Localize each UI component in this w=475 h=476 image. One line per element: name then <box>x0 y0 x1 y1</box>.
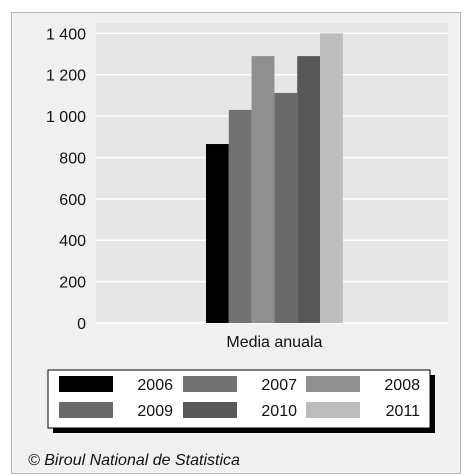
y-tick-label: 800 <box>59 150 86 167</box>
x-category-label: Media anuala <box>226 334 322 351</box>
y-tick-label: 1 400 <box>46 26 86 43</box>
y-tick-label: 0 <box>77 316 86 333</box>
legend-swatch-2010 <box>183 402 237 418</box>
legend-swatch-2011 <box>306 402 360 418</box>
y-tick-label: 1 000 <box>46 109 86 126</box>
bar-2006 <box>206 144 229 323</box>
x-axis-labels: Media anuala <box>226 334 322 351</box>
y-tick-label: 600 <box>59 192 86 209</box>
legend-label-2011: 2011 <box>386 403 421 420</box>
legend-label-2009: 2009 <box>137 403 173 420</box>
y-tick-label: 200 <box>59 275 86 292</box>
legend-swatch-2006 <box>59 376 113 392</box>
y-tick-label: 1 200 <box>46 68 86 85</box>
legend-swatch-2007 <box>183 376 237 392</box>
legend-label-2010: 2010 <box>261 403 297 420</box>
y-axis-ticks: 0 200 400 600 800 1 000 1 200 1 400 <box>46 26 86 333</box>
source-credit: © Biroul National de Statistica <box>28 452 240 469</box>
bar-2008 <box>251 56 275 323</box>
bar-2010 <box>297 56 320 323</box>
legend-label-2006: 2006 <box>137 377 173 394</box>
y-tick-label: 400 <box>59 233 86 250</box>
legend-label-2007: 2007 <box>261 377 297 394</box>
bar-2007 <box>228 109 252 324</box>
legend-label-2008: 2008 <box>384 377 420 394</box>
bar-2011 <box>320 33 343 324</box>
legend: 2006 2007 2008 2009 2010 2011 <box>47 369 435 433</box>
bars <box>206 33 343 324</box>
legend-swatch-2009 <box>59 402 113 418</box>
bar-2009 <box>274 92 298 324</box>
legend-swatch-2008 <box>306 376 360 392</box>
